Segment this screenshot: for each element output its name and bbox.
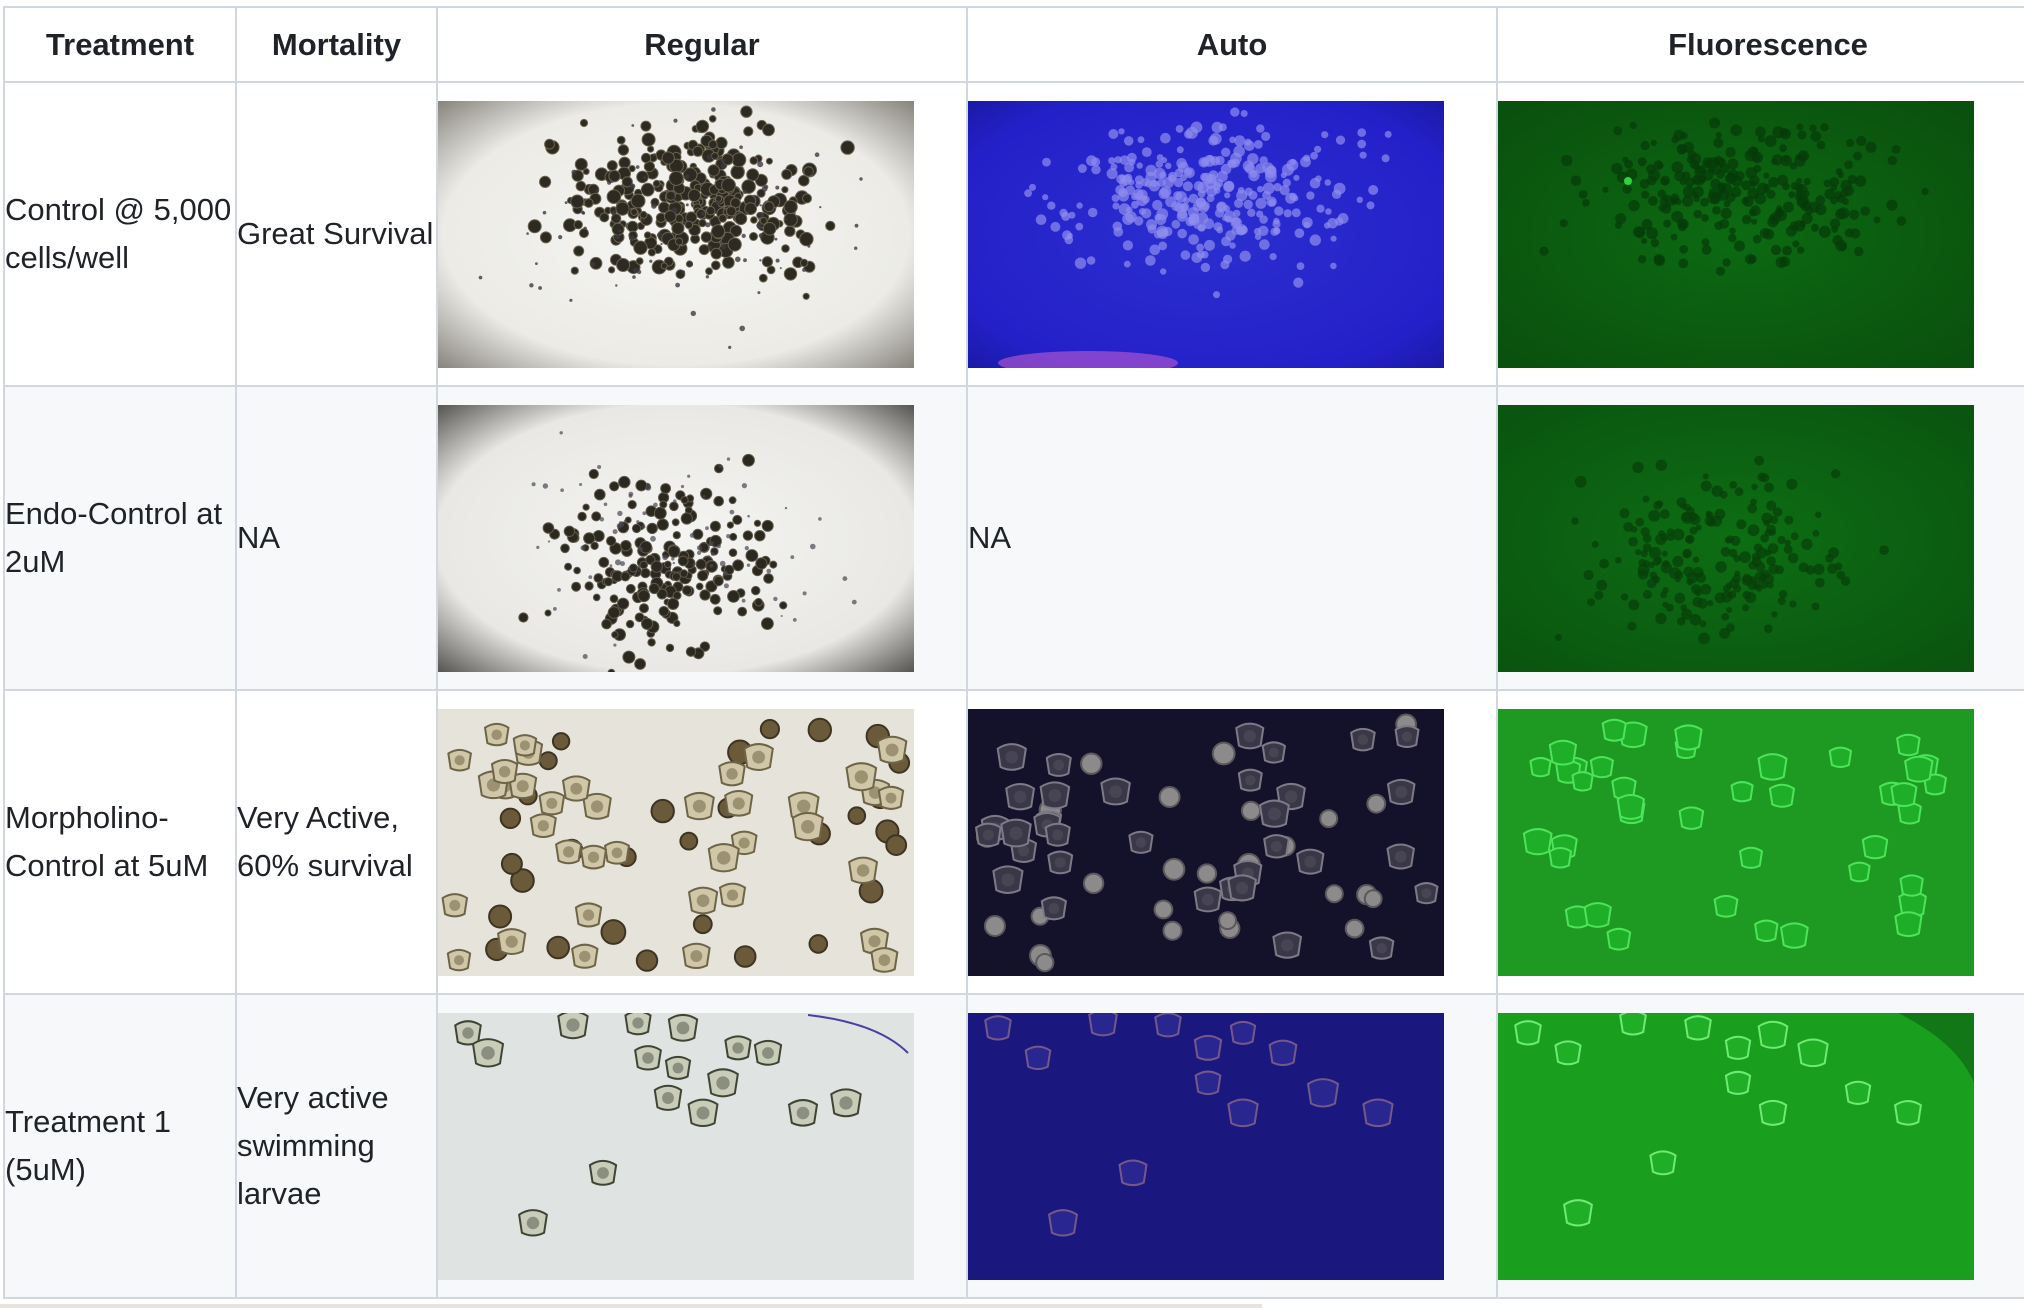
fluorescence-image: [1498, 708, 1974, 976]
fluorescence-image: [1498, 100, 1974, 368]
regular-cell: [436, 689, 968, 995]
table-row: Morpholino-Control at 5uM Very Active, 6…: [3, 689, 2024, 995]
regular-cell: [436, 385, 968, 691]
fluorescence-cell: [1496, 993, 2024, 1299]
auto-image: [968, 100, 1444, 368]
regular-image: [438, 404, 914, 672]
auto-image: [968, 708, 1444, 976]
fluorescence-cell: [1496, 689, 2024, 995]
regular-image: [438, 708, 914, 976]
table-row: Control @ 5,000 cells/well Great Surviva…: [3, 81, 2024, 387]
regular-cell: [436, 993, 968, 1299]
results-table: Treatment Mortality Regular Auto Fluores…: [3, 6, 2024, 1299]
auto-image: [968, 1012, 1444, 1280]
auto-cell: [966, 689, 1498, 995]
auto-cell: [966, 81, 1498, 387]
treatment-cell: Endo-Control at 2uM: [3, 385, 237, 691]
bottom-edge-bar: [0, 1304, 1262, 1308]
header-fluorescence: Fluorescence: [1496, 6, 2024, 83]
auto-cell: NA: [966, 385, 1498, 691]
regular-cell: [436, 81, 968, 387]
fluorescence-image: [1498, 404, 1974, 672]
treatment-cell: Treatment 1 (5uM): [3, 993, 237, 1299]
header-auto: Auto: [966, 6, 1498, 83]
treatment-cell: Control @ 5,000 cells/well: [3, 81, 237, 387]
table-row: Endo-Control at 2uM NA NA: [3, 385, 2024, 691]
header-mortality: Mortality: [235, 6, 438, 83]
regular-image: [438, 100, 914, 368]
regular-image: [438, 1012, 914, 1280]
mortality-cell: Very active swimming larvae: [235, 993, 438, 1299]
header-row: Treatment Mortality Regular Auto Fluores…: [3, 6, 2024, 83]
fluorescence-cell: [1496, 385, 2024, 691]
treatment-cell: Morpholino-Control at 5uM: [3, 689, 237, 995]
mortality-cell: Very Active, 60% survival: [235, 689, 438, 995]
header-treatment: Treatment: [3, 6, 237, 83]
mortality-cell: NA: [235, 385, 438, 691]
fluorescence-cell: [1496, 81, 2024, 387]
table-row: Treatment 1 (5uM) Very active swimming l…: [3, 993, 2024, 1299]
header-regular: Regular: [436, 6, 968, 83]
fluorescence-image: [1498, 1012, 1974, 1280]
auto-cell: [966, 993, 1498, 1299]
mortality-cell: Great Survival: [235, 81, 438, 387]
